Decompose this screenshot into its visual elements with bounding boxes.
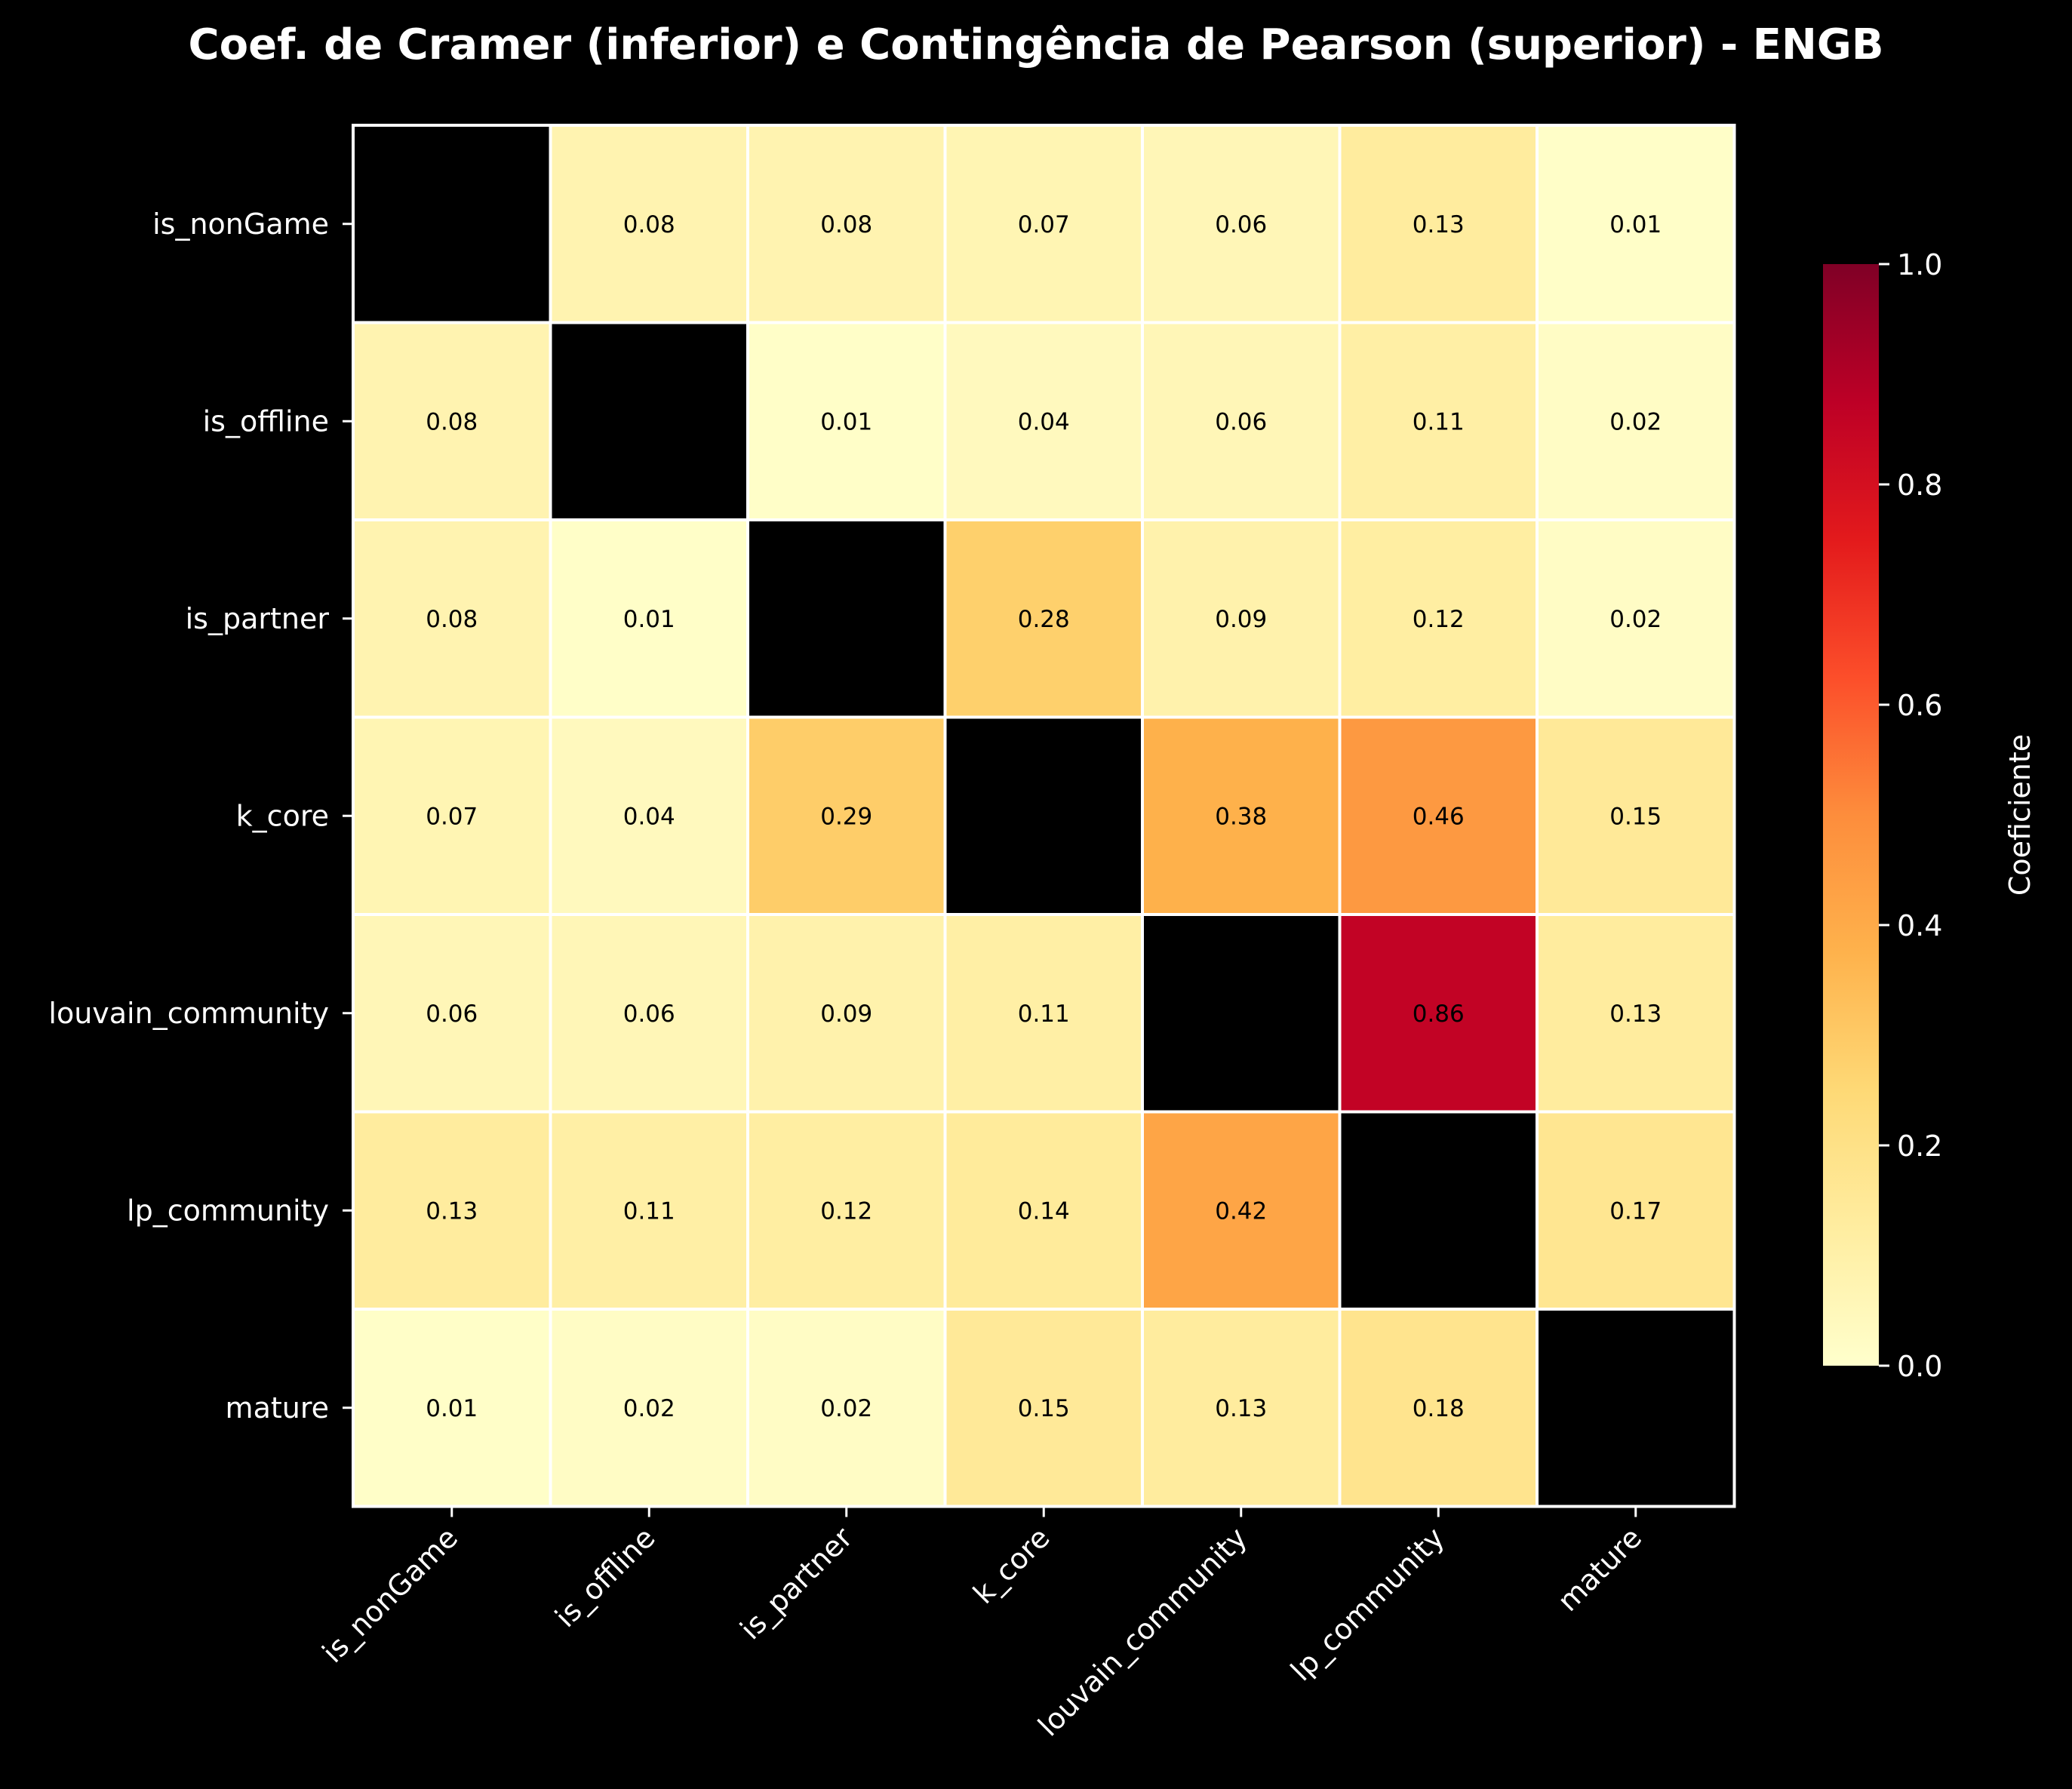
colorbar-tick-label: 0.0: [1897, 1350, 1942, 1383]
cell-value-label: 0.42: [1215, 1197, 1267, 1225]
heatmap-cell: [1338, 321, 1539, 521]
cell-value-label: 0.06: [623, 1001, 675, 1028]
heatmap-cell-diagonal: [943, 715, 1144, 916]
heatmap-cell-diagonal: [746, 518, 947, 719]
heatmap-cell-diagonal: [549, 321, 749, 521]
cell-value-label: 0.15: [1609, 803, 1662, 830]
colorbar-tick-label: 0.4: [1897, 909, 1942, 942]
heatmap-cell: [1536, 518, 1736, 719]
heatmap-cell: [746, 1110, 947, 1311]
y-tick-label: is_partner: [186, 602, 330, 635]
cell-value-label: 0.11: [1018, 1001, 1070, 1028]
cell-value-label: 0.38: [1215, 803, 1267, 830]
heatmap-cell-diagonal: [1536, 1308, 1736, 1508]
cell-value-label: 0.08: [426, 606, 478, 633]
heatmap-cell: [1141, 1308, 1342, 1508]
cell-value-label: 0.15: [1018, 1395, 1070, 1422]
cell-value-label: 0.02: [1609, 408, 1662, 435]
cell-value-label: 0.07: [1018, 211, 1070, 238]
colorbar-label: Coeficiente: [2003, 734, 2037, 896]
heatmap-cell: [1141, 321, 1342, 521]
chart-title: Coef. de Cramer (inferior) e Contingênci…: [189, 20, 1884, 69]
cell-value-label: 0.13: [1609, 1001, 1662, 1028]
y-tick-label: is_offline: [203, 404, 329, 438]
heatmap-cell: [1536, 715, 1736, 916]
cell-value-label: 0.11: [623, 1197, 675, 1225]
y-tick-label: louvain_community: [48, 997, 329, 1030]
colorbar-tick-label: 0.8: [1897, 469, 1942, 502]
cell-value-label: 0.11: [1413, 408, 1465, 435]
cell-value-label: 0.09: [1215, 606, 1267, 633]
heatmap-cell: [352, 321, 552, 521]
cell-value-label: 0.13: [426, 1197, 478, 1225]
cell-value-label: 0.01: [426, 1395, 478, 1422]
heatmap-cell: [746, 1308, 947, 1508]
heatmap-cell: [1338, 1308, 1539, 1508]
cell-value-label: 0.14: [1018, 1197, 1070, 1225]
cell-value-label: 0.01: [820, 408, 872, 435]
cell-value-label: 0.06: [1215, 408, 1267, 435]
heatmap-cell: [943, 1110, 1144, 1311]
cell-value-label: 0.01: [1609, 211, 1662, 238]
cell-value-label: 0.02: [1609, 606, 1662, 633]
cell-value-label: 0.13: [1413, 211, 1465, 238]
heatmap-cell-diagonal: [352, 124, 552, 324]
heatmap-cell: [1536, 124, 1736, 324]
cell-value-label: 0.01: [623, 606, 675, 633]
cell-value-label: 0.17: [1609, 1197, 1662, 1225]
cell-value-label: 0.12: [820, 1197, 872, 1225]
y-tick-label: lp_community: [127, 1194, 329, 1227]
heatmap-cell: [1338, 518, 1539, 719]
heatmap-cell: [746, 913, 947, 1114]
y-tick-label: is_nonGame: [152, 207, 329, 241]
heatmap-cell: [1536, 913, 1736, 1114]
cell-value-label: 0.06: [426, 1001, 478, 1028]
heatmap-cell: [549, 518, 749, 719]
heatmap-cell: [549, 715, 749, 916]
cell-value-label: 0.04: [1018, 408, 1070, 435]
cell-value-label: 0.29: [820, 803, 872, 830]
heatmap-cell: [943, 1308, 1144, 1508]
heatmap-cell: [746, 321, 947, 521]
heatmap-cell: [746, 715, 947, 916]
cell-value-label: 0.07: [426, 803, 478, 830]
cell-value-label: 0.28: [1018, 606, 1070, 633]
cell-value-label: 0.46: [1413, 803, 1465, 830]
cell-value-label: 0.04: [623, 803, 675, 830]
y-tick-label: k_core: [236, 799, 329, 832]
cell-value-label: 0.08: [426, 408, 478, 435]
heatmap-cell: [352, 715, 552, 916]
heatmap-cell-diagonal: [1338, 1110, 1539, 1311]
heatmap-cell: [1141, 518, 1342, 719]
colorbar-tick-label: 1.0: [1897, 248, 1942, 281]
heatmap-cell-diagonal: [1141, 913, 1342, 1114]
cell-value-label: 0.12: [1413, 606, 1465, 633]
cell-value-label: 0.02: [820, 1395, 872, 1422]
colorbar-gradient: [1823, 264, 1879, 1366]
heatmap-plot-area: 0.08 0.08 0.07 0.06 0.13 0.01 0.08 0.01 0.04 0.06…: [48, 124, 1736, 1743]
colorbar: 0.0 0.2 0.4 0.6 0.8 1.0 Coeficiente: [1823, 248, 2037, 1383]
colorbar-tick-label: 0.2: [1897, 1130, 1942, 1163]
cell-value-label: 0.09: [820, 1001, 872, 1028]
heatmap-cell: [1536, 321, 1736, 521]
heatmap-cell: [549, 124, 749, 324]
cell-value-label: 0.08: [820, 211, 872, 238]
colorbar-tick-label: 0.6: [1897, 689, 1942, 722]
cell-value-label: 0.06: [1215, 211, 1267, 238]
heatmap-cell: [943, 913, 1144, 1114]
heatmap-cell: [943, 518, 1144, 719]
cell-value-label: 0.02: [623, 1395, 675, 1422]
cell-value-label: 0.13: [1215, 1395, 1267, 1422]
cell-value-label: 0.86: [1413, 1001, 1465, 1028]
cell-value-label: 0.18: [1413, 1395, 1465, 1422]
heatmap-cell: [549, 913, 749, 1114]
cell-value-label: 0.08: [623, 211, 675, 238]
y-tick-label: mature: [226, 1391, 329, 1425]
